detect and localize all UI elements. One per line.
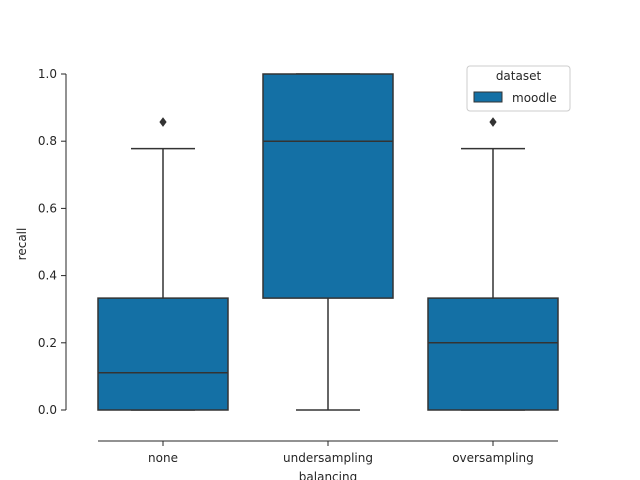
box-none [97, 117, 229, 411]
y-axis-label: recall [15, 228, 29, 261]
legend-swatch-moodle [473, 91, 503, 103]
y-tick-label: 1.0 [38, 67, 57, 81]
x-axis-label: balancing [299, 470, 357, 480]
outlier-oversampling [489, 117, 497, 127]
legend: dataset moodle [466, 65, 571, 112]
iqr-box-oversampling [427, 297, 559, 411]
box-undersampling [262, 73, 394, 411]
x-tick-label-undersampling: undersampling [283, 451, 373, 465]
boxes [97, 73, 559, 411]
legend-entry-moodle: moodle [512, 91, 557, 105]
iqr-box-undersampling [262, 73, 394, 299]
x-tick-label-none: none [148, 451, 178, 465]
x-axis: none undersampling oversampling balancing [98, 440, 558, 480]
y-tick-label: 0.6 [38, 201, 57, 215]
y-axis: 0.0 0.2 0.4 0.6 0.8 1.0 recall [15, 67, 67, 417]
x-tick-label-oversampling: oversampling [452, 451, 534, 465]
box-oversampling [427, 117, 559, 411]
legend-title: dataset [496, 69, 542, 83]
y-tick-label: 0.8 [38, 134, 57, 148]
y-tick-label: 0.4 [38, 269, 57, 283]
y-tick-label: 0.2 [38, 336, 57, 350]
iqr-box-none [97, 297, 229, 411]
y-tick-label: 0.0 [38, 403, 57, 417]
outlier-none [159, 117, 167, 127]
